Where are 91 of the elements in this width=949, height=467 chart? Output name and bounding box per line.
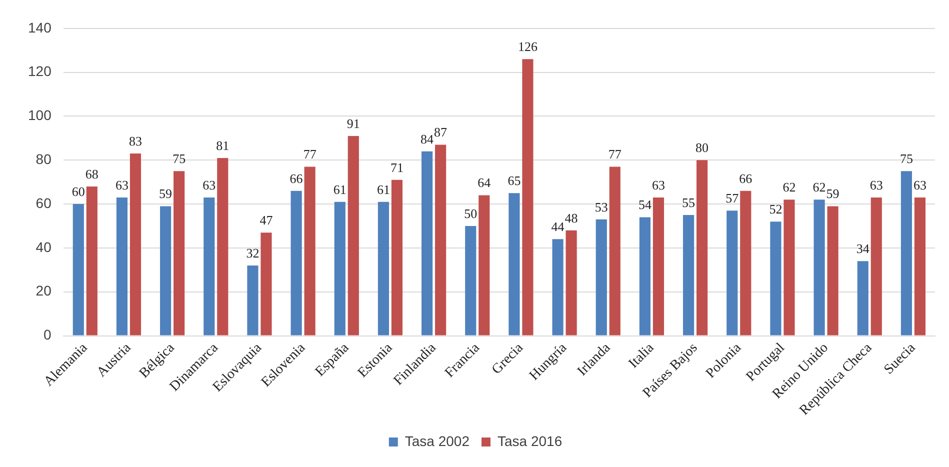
bar <box>130 154 142 336</box>
data-label: 62 <box>782 180 796 195</box>
data-label: 57 <box>726 190 740 206</box>
data-label: 63 <box>913 177 926 192</box>
y-tick-label: 140 <box>28 19 52 36</box>
bar <box>726 210 738 336</box>
y-tick-label: 40 <box>36 238 52 255</box>
bar <box>696 160 708 336</box>
data-label: 66 <box>739 170 753 186</box>
bar <box>609 166 620 336</box>
bar <box>391 180 403 336</box>
bar <box>465 226 476 336</box>
data-label: 32 <box>246 245 260 260</box>
bar <box>770 222 782 336</box>
data-label: 84 <box>420 131 434 146</box>
data-label: 64 <box>478 175 492 190</box>
bar <box>652 197 664 336</box>
y-tick-label: 100 <box>28 107 52 124</box>
bar <box>552 239 564 336</box>
bar <box>900 171 912 336</box>
data-label: 55 <box>682 194 696 210</box>
y-tick-label: 80 <box>36 150 52 167</box>
data-label: 75 <box>900 151 913 166</box>
data-label: 44 <box>551 219 565 234</box>
data-label: 50 <box>464 206 478 221</box>
data-label: 61 <box>376 182 390 197</box>
bar <box>683 215 694 336</box>
data-label: 47 <box>260 212 274 228</box>
bar <box>86 186 98 336</box>
bar <box>827 206 838 336</box>
bar <box>247 266 258 336</box>
data-label: 75 <box>172 151 186 166</box>
bar <box>72 204 84 336</box>
legend-label: Tasa 2016 <box>498 432 562 449</box>
data-label: 62 <box>812 180 826 195</box>
data-label: 61 <box>333 182 346 197</box>
bar <box>508 193 520 336</box>
data-label: 63 <box>870 177 883 192</box>
data-label: 83 <box>128 133 142 148</box>
data-label: 63 <box>115 177 128 192</box>
data-label: 59 <box>159 186 172 202</box>
bar <box>870 197 882 336</box>
bar <box>914 197 926 336</box>
bar <box>639 217 650 336</box>
bar <box>522 59 534 336</box>
data-label: 53 <box>594 199 608 214</box>
data-label: 54 <box>638 197 652 212</box>
bar <box>422 151 433 336</box>
bar <box>435 144 446 336</box>
bar <box>204 197 215 336</box>
data-label: 81 <box>216 138 230 153</box>
bar <box>378 202 390 336</box>
data-label: 80 <box>696 140 709 156</box>
bar <box>174 171 185 336</box>
bar <box>566 230 577 336</box>
y-tick-label: 20 <box>36 282 52 299</box>
y-tick-label: 120 <box>28 63 52 80</box>
bar <box>217 158 228 336</box>
data-label: 52 <box>769 202 782 217</box>
bar <box>596 219 607 336</box>
data-label: 66 <box>290 170 304 186</box>
data-label: 48 <box>564 210 578 226</box>
x-tick-label: Italia <box>626 340 658 372</box>
bar <box>348 136 359 336</box>
legend-label: Tasa 2002 <box>404 432 470 449</box>
data-label: 126 <box>518 39 538 54</box>
y-tick-label: 0 <box>44 326 52 343</box>
data-label: 60 <box>72 184 85 199</box>
data-label: 63 <box>652 177 665 192</box>
y-tick-label: 60 <box>36 194 52 211</box>
bar <box>740 190 752 336</box>
bar <box>304 166 316 336</box>
data-label: 59 <box>826 186 840 202</box>
bar <box>260 232 272 336</box>
data-label: 63 <box>202 177 216 192</box>
data-label: 77 <box>303 146 317 162</box>
data-label: 87 <box>434 124 448 140</box>
bar <box>857 261 868 336</box>
bar <box>478 195 490 336</box>
data-label: 91 <box>346 116 360 131</box>
data-label: 34 <box>856 241 870 256</box>
data-label: 71 <box>390 160 404 175</box>
bar <box>116 197 128 336</box>
bar <box>784 200 795 336</box>
data-label: 68 <box>85 166 98 182</box>
bar <box>160 206 172 336</box>
bar <box>334 202 346 336</box>
bar <box>814 200 825 336</box>
data-label: 65 <box>508 172 521 188</box>
bar <box>290 190 302 336</box>
data-label: 77 <box>608 146 622 162</box>
